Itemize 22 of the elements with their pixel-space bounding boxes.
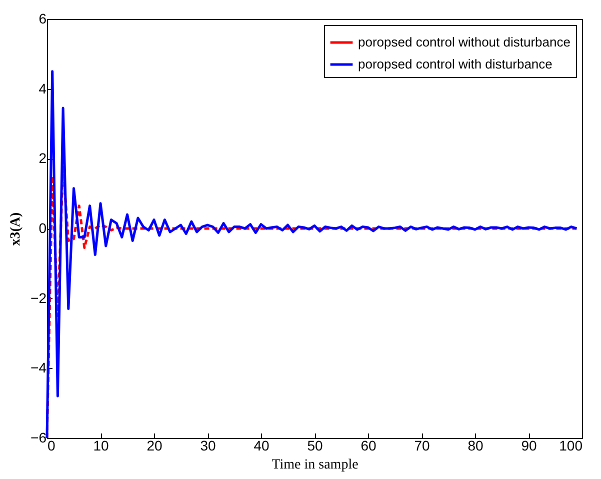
x-tick-label: 70 — [414, 438, 430, 454]
y-axis-title: x3(A) — [8, 212, 24, 246]
y-tick-label: −2 — [30, 290, 47, 306]
y-tick-label: 0 — [38, 220, 47, 236]
y-tick-label: −4 — [30, 360, 47, 376]
y-tick-label: 2 — [38, 150, 47, 166]
x-tick-label: 20 — [146, 438, 162, 454]
x-tick-label: 80 — [468, 438, 484, 454]
y-tick-label: 4 — [38, 80, 47, 96]
line-series — [46, 70, 578, 440]
y-tick-label: −6 — [30, 430, 47, 446]
x-axis-title: Time in sample — [272, 458, 358, 472]
x-tick-label: 50 — [307, 438, 323, 454]
x-tick-label: 90 — [521, 438, 537, 454]
legend-label: poropsed control without disturbance — [358, 34, 570, 50]
x-tick-label: 30 — [200, 438, 216, 454]
x-tick-label: 100 — [559, 438, 583, 454]
x-tick-label: 60 — [360, 438, 376, 454]
x-tick-label: 40 — [254, 438, 270, 454]
y-tick-label: 6 — [38, 10, 47, 26]
x-tick-label: 10 — [93, 438, 109, 454]
legend-label: poropsed control with disturbance — [358, 56, 552, 72]
